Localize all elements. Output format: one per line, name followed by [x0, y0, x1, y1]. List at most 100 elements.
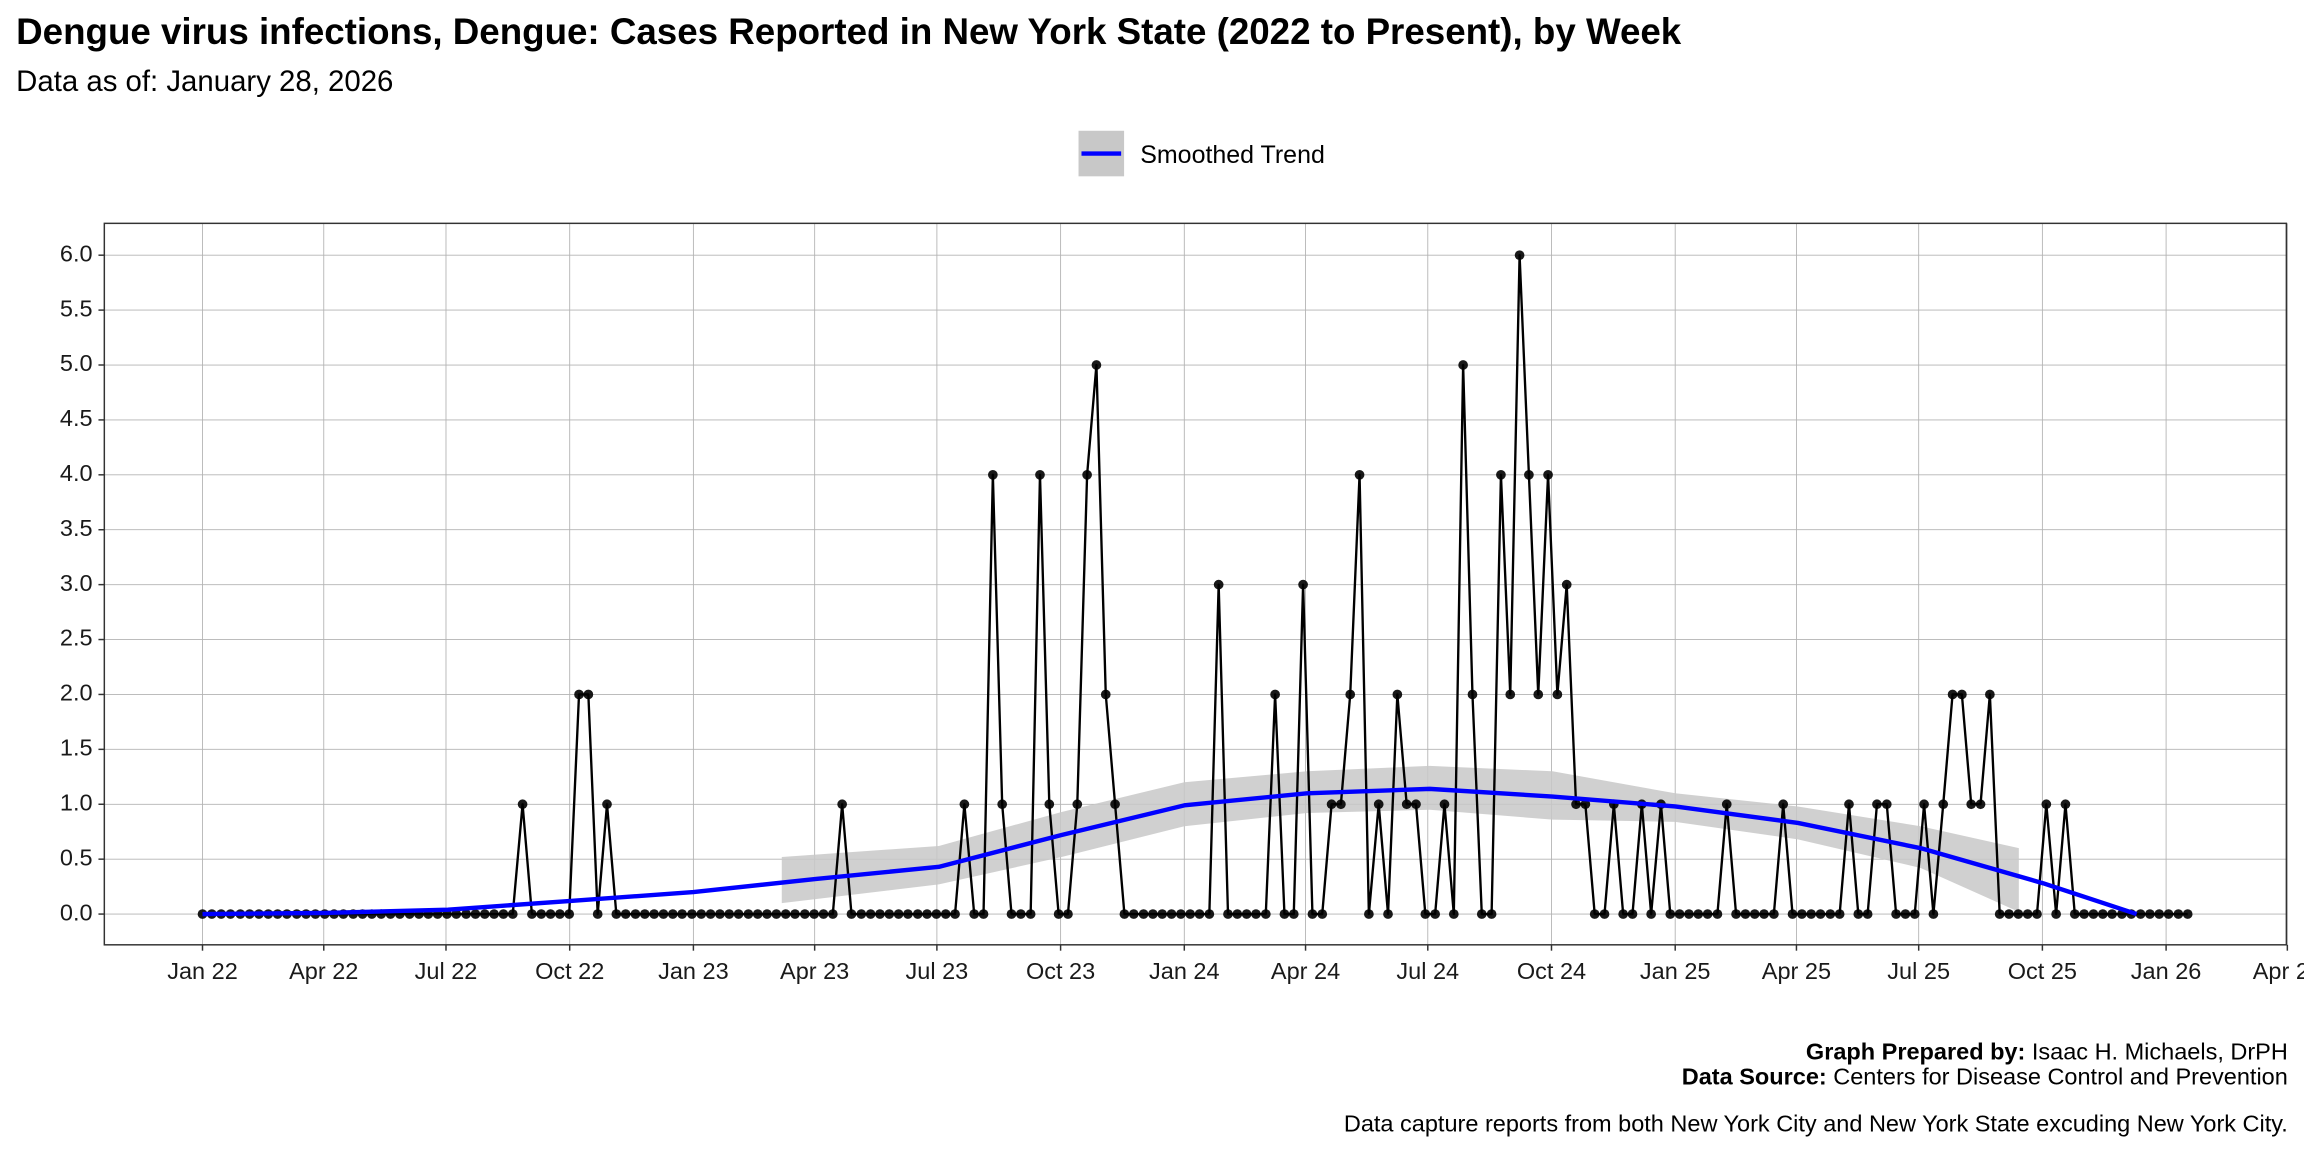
data-point	[837, 799, 847, 810]
data-point	[762, 909, 772, 919]
y-tick-label: 5.5	[60, 295, 93, 321]
data-point	[602, 799, 612, 810]
data-point	[875, 909, 885, 919]
data-point	[507, 909, 518, 919]
data-point	[1769, 909, 1779, 919]
data-point	[470, 909, 481, 919]
data-point	[2079, 909, 2089, 919]
data-point	[1288, 909, 1299, 919]
data-point	[912, 909, 923, 919]
data-point	[2069, 909, 2080, 919]
data-point	[2107, 909, 2117, 919]
data-point	[1825, 909, 1836, 919]
data-point	[1533, 689, 1544, 700]
data-point	[1712, 909, 1723, 919]
data-point	[903, 909, 913, 919]
data-point	[2032, 909, 2042, 919]
data-point	[1213, 579, 1224, 590]
data-point	[724, 909, 735, 919]
data-point	[1891, 909, 1901, 919]
data-point	[997, 799, 1008, 810]
data-point	[950, 909, 960, 919]
data-point	[1693, 909, 1704, 919]
data-point	[687, 909, 697, 919]
source-value: Centers for Disease Control and Preventi…	[1833, 1063, 2288, 1089]
data-point	[1100, 689, 1111, 700]
data-point	[1524, 469, 1534, 480]
data-point	[1740, 909, 1751, 919]
x-tick-label: Jul 25	[1887, 958, 1950, 984]
data-point	[1373, 799, 1384, 810]
data-point	[1204, 909, 1215, 919]
x-tick-label: Oct 23	[1026, 958, 1095, 984]
data-point	[2097, 909, 2108, 919]
y-tick-label: 6.0	[60, 240, 93, 266]
data-point	[1241, 909, 1252, 919]
x-tick-label: Jul 24	[1396, 958, 1459, 984]
data-point	[592, 909, 603, 919]
data-point	[1270, 689, 1280, 700]
data-point	[677, 909, 687, 919]
data-point	[1561, 579, 1572, 590]
data-source: Data Source: Centers for Disease Control…	[1682, 1063, 2288, 1089]
data-point	[884, 909, 895, 919]
data-point	[1279, 909, 1290, 919]
data-point	[1157, 909, 1168, 919]
x-tick-label: Oct 22	[535, 958, 604, 984]
data-point	[1401, 799, 1412, 810]
data-point	[574, 689, 584, 700]
data-point	[1354, 469, 1365, 480]
data-point	[1176, 909, 1186, 919]
data-point	[818, 909, 829, 919]
data-point	[1665, 909, 1676, 919]
y-tick-label: 1.0	[60, 789, 93, 815]
data-point	[639, 909, 650, 919]
data-point	[827, 909, 838, 919]
data-point	[479, 909, 490, 919]
data-point	[733, 909, 744, 919]
y-tick-label: 0.0	[60, 899, 93, 925]
y-tick-label: 0.5	[60, 844, 93, 870]
data-point	[771, 909, 782, 919]
trend-line	[202, 786, 2138, 917]
data-point	[1938, 799, 1949, 810]
data-point	[1909, 909, 1920, 919]
prepared-value: Isaac H. Michaels, DrPH	[2032, 1038, 2288, 1064]
data-point	[461, 909, 471, 919]
data-point	[2135, 909, 2146, 919]
data-point	[620, 909, 631, 919]
x-tick-label: Jul 22	[415, 958, 478, 984]
data-point	[1486, 909, 1497, 919]
data-point	[1044, 799, 1055, 810]
data-point	[1053, 909, 1064, 919]
data-point	[1505, 689, 1516, 700]
data-point	[978, 909, 989, 919]
legend-label: Smoothed Trend	[1140, 141, 1325, 169]
data-point	[658, 909, 669, 919]
data-point	[545, 909, 556, 919]
data-point	[1072, 799, 1083, 810]
data-point	[1383, 909, 1393, 919]
confidence-band	[781, 765, 2019, 912]
x-tick-label: Jul 23	[906, 958, 969, 984]
plot-area	[197, 250, 2193, 919]
data-point	[1298, 579, 1308, 590]
data-point	[1994, 909, 2005, 919]
data-point	[2182, 909, 2193, 919]
data-point	[988, 469, 998, 480]
data-point	[1759, 909, 1769, 919]
data-point	[1627, 909, 1638, 919]
y-tick-label: 2.5	[60, 625, 93, 651]
data-point	[630, 909, 641, 919]
data-point	[1091, 360, 1102, 370]
data-point	[743, 909, 754, 919]
data-point	[1721, 799, 1732, 810]
data-point	[1543, 469, 1553, 480]
data-point	[1571, 799, 1581, 810]
x-tick-label: Apr 25	[1762, 958, 1831, 984]
data-point	[1185, 909, 1196, 919]
data-point	[922, 909, 932, 919]
data-point	[1834, 909, 1845, 919]
data-point	[705, 909, 716, 919]
